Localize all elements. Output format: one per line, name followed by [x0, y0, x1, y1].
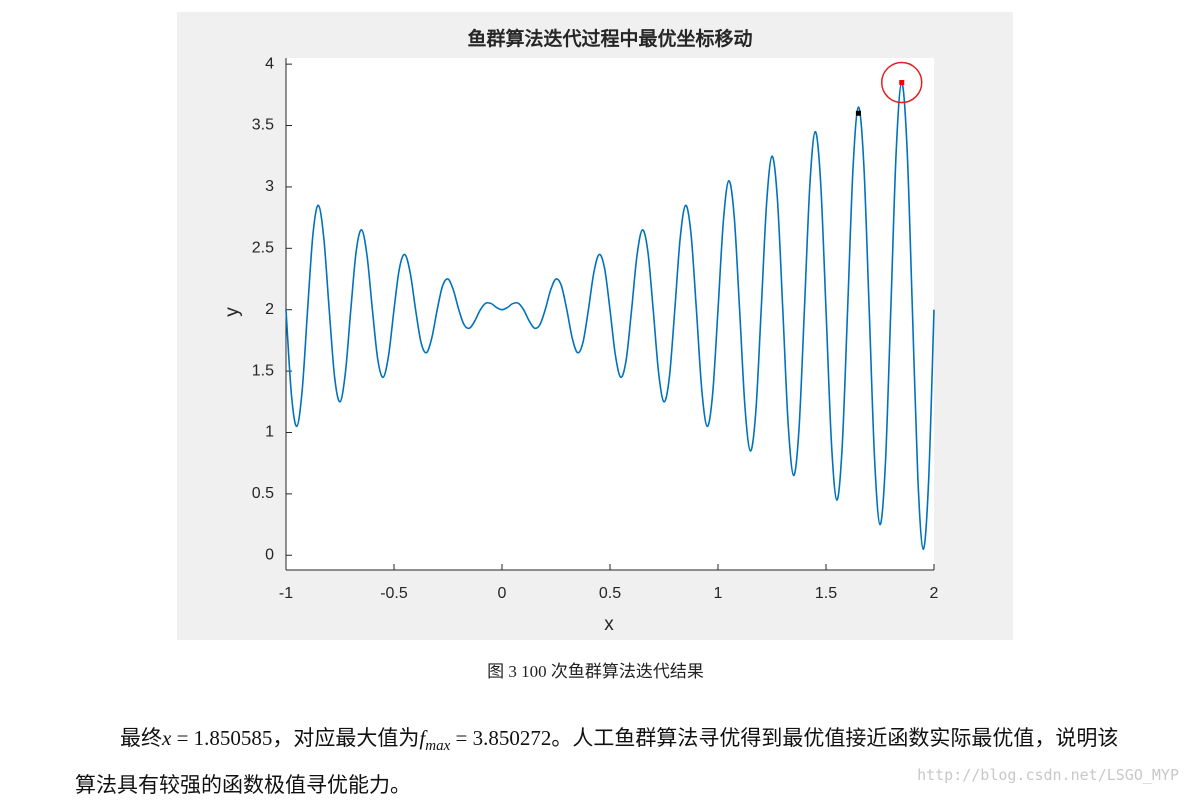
paragraph: 最终x = 1.850585，对应最大值为fmax = 3.850272。人工鱼…	[75, 719, 1135, 805]
y-tick-label: 1.5	[252, 362, 274, 379]
math-var: x	[162, 726, 172, 750]
y-axis-label: y	[222, 307, 243, 317]
x-tick-label: 1	[714, 585, 723, 602]
x-tick-label: -1	[279, 585, 293, 602]
math-subscript: max	[425, 738, 451, 755]
x-tick-label: 0	[498, 585, 507, 602]
y-tick-label: 3	[265, 178, 274, 195]
y-tick-label: 2.5	[252, 240, 274, 257]
figure: 鱼群算法迭代过程中最优坐标移动 x y 0 0.5 1 1.5 2 2.5 3 3.5 4 -1 -…	[177, 12, 1013, 640]
highlight-circle	[880, 61, 923, 104]
chart-title: 鱼群算法迭代过程中最优坐标移动	[467, 27, 752, 50]
point-marker	[899, 80, 905, 86]
data-line	[285, 81, 935, 550]
figure-caption: 图 3 100 次鱼群算法迭代结果	[487, 662, 704, 681]
y-tick-label: 0	[265, 546, 274, 563]
y-tick-label: 2	[265, 301, 274, 318]
math-var: f	[419, 726, 426, 750]
y-tick-label: 3.5	[252, 117, 274, 134]
y-tick-label: 0.5	[252, 485, 274, 502]
text: = 1.850585，对应最大值为	[171, 726, 420, 750]
text: = 3.850272。人工鱼群算法寻优得到最优值接近函数实际最优值，说明该算法具…	[75, 726, 1119, 798]
x-tick-label: 0.5	[599, 585, 621, 602]
y-tick-label: 4	[265, 55, 274, 72]
x-axis-label: x	[604, 614, 614, 635]
text: 最终	[120, 726, 162, 750]
point-marker	[855, 110, 861, 116]
watermark: http://blog.csdn.net/LSGO_MYP	[917, 766, 1179, 784]
x-tick-label: 1.5	[815, 585, 837, 602]
x-tick-label: -0.5	[380, 585, 408, 602]
y-tick-label: 1	[265, 424, 274, 441]
x-tick-label: 2	[930, 585, 939, 602]
